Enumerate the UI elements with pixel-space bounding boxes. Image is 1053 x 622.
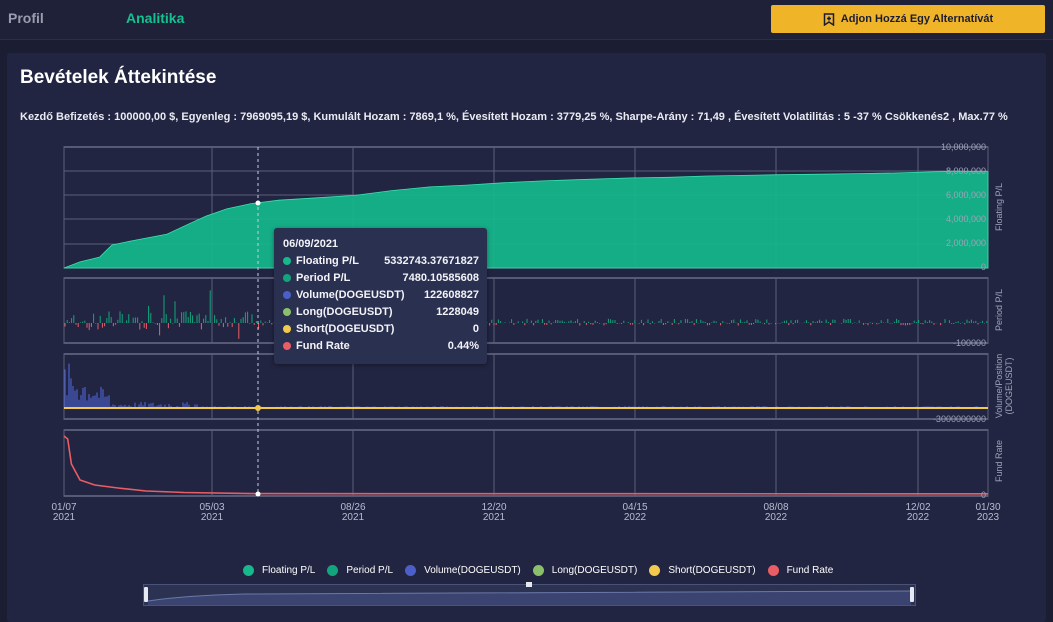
fund-rate-line — [63, 435, 989, 495]
y-tick-label: 10,000,000 — [941, 142, 986, 152]
tooltip-date: 06/09/2021 — [283, 238, 339, 250]
legend-label: Volume(DOGEUSDT) — [424, 564, 521, 576]
legend-dot-icon — [283, 324, 291, 333]
tooltip-series-value: 7480.10585608 — [402, 271, 479, 284]
x-tick-year: 2023 — [977, 512, 1000, 523]
slider-handle-left[interactable] — [144, 587, 148, 602]
legend-dot-icon — [243, 564, 254, 576]
x-tick-year: 2021 — [342, 512, 365, 523]
x-tick-label: 08/26 — [340, 502, 365, 513]
crosshair-point — [255, 405, 261, 411]
panel-title: Bevételek Áttekintése — [20, 67, 217, 88]
revenue-overview-panel: Bevételek Áttekintése Kezdő Befizetés : … — [7, 53, 1046, 622]
crosshair-point — [255, 491, 261, 497]
axis-title: Volume/Position — [994, 354, 1004, 419]
legend-item[interactable]: Short(DOGEUSDT) — [649, 564, 756, 576]
legend-label: Period P/L — [346, 564, 394, 576]
legend-dot-icon — [283, 341, 291, 350]
axis-title: Floating P/L — [994, 183, 1004, 231]
tooltip-series-name: Volume(DOGEUSDT) — [296, 288, 405, 301]
x-tick-label: 12/20 — [481, 502, 506, 513]
add-alternative-button[interactable]: Adjon Hozzá Egy Alternatívát — [771, 5, 1045, 33]
tooltip-series-value: 1228049 — [436, 305, 479, 318]
legend-label: Short(DOGEUSDT) — [668, 564, 756, 576]
legend-dot-icon — [767, 564, 779, 576]
slider-handle-right[interactable] — [910, 587, 914, 602]
legend-dot-icon — [405, 564, 417, 576]
legend-dot-icon — [283, 273, 291, 282]
chart-legend: Floating P/L Period P/L Volume(DOGEUSDT) Lo… — [243, 563, 845, 577]
tooltip-row: Short(DOGEUSDT) 0 — [283, 320, 479, 337]
tooltip-row: Fund Rate 0.44% — [283, 337, 479, 354]
tooltip-series-name: Period P/L — [296, 271, 351, 284]
y-tick-label: 0 — [981, 490, 986, 500]
tooltip-row: Volume(DOGEUSDT) 122608827 — [283, 286, 479, 303]
panel-frame-1 — [63, 277, 989, 344]
x-tick-label: 01/30 — [975, 502, 1000, 513]
tab-profil[interactable]: Profil — [8, 10, 44, 26]
y-tick-label: 6,000,000 — [946, 190, 986, 200]
stats-summary: Kezdő Befizetés : 100000,00 $, Egyenleg … — [20, 111, 1008, 123]
crosshair-point — [255, 200, 261, 206]
tooltip-series-name: Long(DOGEUSDT) — [296, 305, 393, 318]
x-tick-year: 2021 — [483, 512, 506, 523]
legend-dot-icon — [532, 564, 544, 576]
legend-item[interactable]: Volume(DOGEUSDT) — [405, 564, 521, 576]
axis-title: Period P/L — [994, 289, 1004, 331]
tooltip-series-name: Floating P/L — [296, 254, 359, 267]
axis-title: (DOGEUSDT) — [1004, 358, 1014, 415]
axis-title: Fund Rate — [994, 440, 1004, 482]
x-tick-year: 2022 — [907, 512, 930, 523]
y-tick-label: -100000 — [953, 338, 986, 348]
slider-preview — [147, 590, 912, 605]
legend-item[interactable]: Fund Rate — [767, 564, 834, 576]
legend-label: Long(DOGEUSDT) — [551, 564, 638, 576]
legend-dot-icon — [283, 307, 291, 316]
y-tick-label: 8,000,000 — [946, 166, 986, 176]
x-tick-year: 2022 — [624, 512, 647, 523]
floating-pl-area — [63, 170, 989, 269]
panel-frame-2 — [63, 353, 989, 420]
tooltip-row: Floating P/L 5332743.37671827 — [283, 252, 479, 269]
legend-item[interactable]: Floating P/L — [243, 564, 316, 576]
x-tick-year: 2021 — [201, 512, 224, 523]
tooltip-series-value: 5332743.37671827 — [384, 254, 479, 267]
tooltip-row: Long(DOGEUSDT) 1228049 — [283, 303, 479, 320]
add-alternative-label: Adjon Hozzá Egy Alternatívát — [840, 13, 994, 25]
x-tick-year: 2022 — [765, 512, 788, 523]
legend-item[interactable]: Period P/L — [327, 564, 394, 576]
y-tick-label: -3000000000 — [933, 414, 986, 424]
x-tick-label: 12/02 — [905, 502, 930, 513]
top-bar: Profil Analitika Adjon Hozzá Egy Alterna… — [0, 0, 1053, 40]
legend-dot-icon — [283, 290, 291, 299]
legend-dot-icon — [649, 564, 661, 576]
y-tick-label: 2,000,000 — [946, 238, 986, 248]
tooltip-series-value: 0.44% — [447, 339, 479, 352]
zoom-slider[interactable] — [143, 582, 916, 606]
tooltip-series-value: 0 — [472, 322, 479, 335]
x-tick-label: 05/03 — [199, 502, 224, 513]
bookmark-add-icon — [823, 12, 835, 26]
slider-grip[interactable] — [526, 582, 532, 587]
tooltip-series-name: Fund Rate — [296, 339, 350, 352]
legend-dot-icon — [283, 256, 291, 265]
tab-analitika[interactable]: Analitika — [126, 10, 185, 26]
x-tick-year: 2021 — [53, 512, 76, 523]
legend-dot-icon — [327, 564, 339, 576]
panel-frame-3 — [63, 429, 989, 497]
x-tick-label: 01/07 — [51, 502, 76, 513]
y-tick-label: 0 — [981, 262, 986, 272]
x-tick-label: 08/08 — [763, 502, 788, 513]
legend-item[interactable]: Long(DOGEUSDT) — [532, 564, 638, 576]
tooltip-series-name: Short(DOGEUSDT) — [296, 322, 395, 335]
legend-label: Fund Rate — [786, 564, 834, 576]
chart-tooltip: 06/09/2021 Floating P/L 5332743.37671827 P… — [274, 228, 487, 364]
legend-label: Floating P/L — [262, 564, 316, 576]
x-tick-label: 04/15 — [622, 502, 647, 513]
tooltip-series-value: 122608827 — [423, 288, 479, 301]
tooltip-row: Period P/L 7480.10585608 — [283, 269, 479, 286]
y-tick-label: 4,000,000 — [946, 214, 986, 224]
